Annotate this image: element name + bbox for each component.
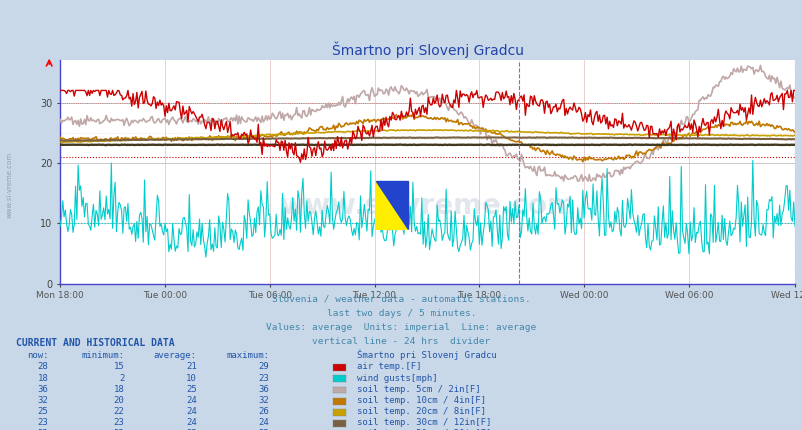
Text: last two days / 5 minutes.: last two days / 5 minutes. (326, 309, 476, 318)
Text: soil temp. 20cm / 8in[F]: soil temp. 20cm / 8in[F] (357, 407, 486, 416)
Text: average:: average: (153, 351, 196, 360)
Text: 18: 18 (38, 374, 48, 383)
Text: Values: average  Units: imperial  Line: average: Values: average Units: imperial Line: av… (266, 323, 536, 332)
Text: minimum:: minimum: (81, 351, 124, 360)
Title: Šmartno pri Slovenj Gradcu: Šmartno pri Slovenj Gradcu (331, 41, 523, 58)
Text: 23: 23 (38, 418, 48, 427)
Text: 28: 28 (38, 362, 48, 372)
Text: 20: 20 (114, 396, 124, 405)
Text: 22: 22 (114, 407, 124, 416)
Text: 24: 24 (186, 407, 196, 416)
Text: 36: 36 (258, 385, 269, 394)
Text: 24: 24 (258, 418, 269, 427)
Text: 24: 24 (186, 396, 196, 405)
Polygon shape (375, 181, 407, 230)
Text: www.si-vreme.com: www.si-vreme.com (279, 191, 575, 220)
Text: www.si-vreme.com: www.si-vreme.com (6, 152, 13, 218)
Text: now:: now: (26, 351, 48, 360)
Text: 15: 15 (114, 362, 124, 372)
Text: 10: 10 (186, 374, 196, 383)
Text: 21: 21 (186, 362, 196, 372)
Text: 32: 32 (38, 396, 48, 405)
Text: soil temp. 30cm / 12in[F]: soil temp. 30cm / 12in[F] (357, 418, 491, 427)
Text: 23: 23 (258, 374, 269, 383)
Text: 24: 24 (186, 418, 196, 427)
Text: 32: 32 (258, 396, 269, 405)
Text: 36: 36 (38, 385, 48, 394)
Text: 23: 23 (114, 418, 124, 427)
Text: 29: 29 (258, 362, 269, 372)
Text: 26: 26 (258, 407, 269, 416)
Text: 25: 25 (38, 407, 48, 416)
Text: vertical line - 24 hrs  divider: vertical line - 24 hrs divider (312, 337, 490, 346)
Polygon shape (375, 181, 407, 230)
Text: 18: 18 (114, 385, 124, 394)
Text: wind gusts[mph]: wind gusts[mph] (357, 374, 437, 383)
Text: Šmartno pri Slovenj Gradcu: Šmartno pri Slovenj Gradcu (357, 350, 496, 360)
Text: Slovenia / weather data - automatic stations.: Slovenia / weather data - automatic stat… (272, 295, 530, 304)
Text: CURRENT AND HISTORICAL DATA: CURRENT AND HISTORICAL DATA (16, 338, 175, 348)
Text: maximum:: maximum: (225, 351, 269, 360)
Text: 2: 2 (119, 374, 124, 383)
Text: soil temp. 10cm / 4in[F]: soil temp. 10cm / 4in[F] (357, 396, 486, 405)
Text: soil temp. 5cm / 2in[F]: soil temp. 5cm / 2in[F] (357, 385, 480, 394)
Text: air temp.[F]: air temp.[F] (357, 362, 421, 372)
Text: 25: 25 (186, 385, 196, 394)
